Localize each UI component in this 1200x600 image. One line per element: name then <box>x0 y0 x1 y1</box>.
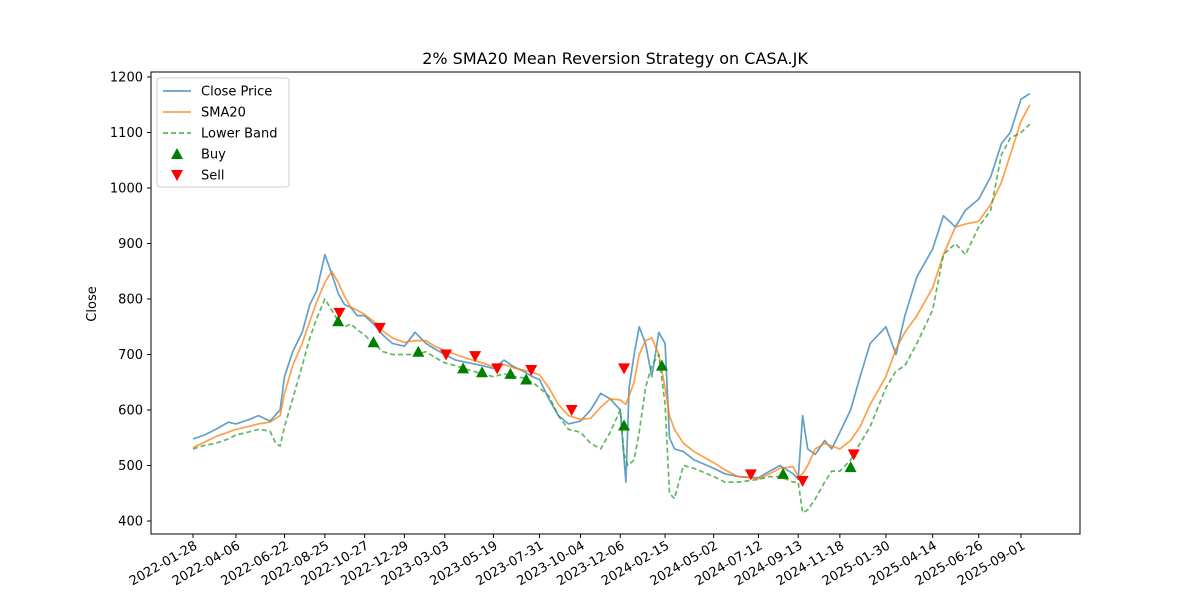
series-line-sma <box>192 104 1031 480</box>
y-tick-label: 1100 <box>110 126 143 141</box>
sell-marker <box>618 363 631 375</box>
y-axis-label: Close <box>85 286 100 321</box>
legend-marker-buy <box>171 148 183 159</box>
plot-frame <box>150 71 1081 535</box>
buy-marker <box>655 359 668 371</box>
sell-marker <box>469 351 482 363</box>
y-tick-label: 700 <box>118 348 143 363</box>
series-line-lower <box>192 123 1031 514</box>
sell-marker <box>373 322 386 334</box>
sell-marker <box>565 405 578 416</box>
plot-area <box>192 92 1031 514</box>
sell-marker <box>847 449 860 461</box>
y-tick-label: 1200 <box>110 71 143 86</box>
sell-marker <box>525 365 538 377</box>
buy-marker <box>844 461 857 473</box>
y-tick-label: 1000 <box>110 182 143 197</box>
plot-series-group <box>192 92 1031 514</box>
legend-label-close: Close Price <box>201 85 272 100</box>
buy-marker <box>367 336 380 348</box>
legend-box <box>156 77 290 188</box>
legend-label-sma: SMA20 <box>201 106 246 121</box>
buy-marker <box>618 419 631 431</box>
buy-marker <box>476 366 489 378</box>
legend-label-sell: Sell <box>201 169 224 184</box>
buy-marker <box>777 467 790 479</box>
y-tick-label: 400 <box>118 515 143 530</box>
buy-marker <box>520 373 533 385</box>
chart-title: 2% SMA20 Mean Reversion Strategy on CASA… <box>422 49 808 68</box>
buy-marker <box>412 345 425 357</box>
legend-label-lower: Lower Band <box>201 127 277 142</box>
sell-marker <box>796 476 809 488</box>
legend-label-buy: Buy <box>201 148 226 163</box>
y-tick-label: 900 <box>118 237 143 252</box>
sell-marker <box>440 349 453 361</box>
sell-marker <box>333 307 346 319</box>
legend-marker-sell <box>171 170 183 181</box>
legend: Close Price SMA20 Lower Band Buy Sell <box>156 77 290 188</box>
buy-marker <box>332 315 345 327</box>
y-tick-label: 500 <box>118 459 143 474</box>
sell-marker <box>491 363 504 375</box>
buy-marker <box>504 367 517 379</box>
series-line-close <box>192 92 1031 483</box>
y-tick-label: 800 <box>118 293 143 308</box>
sell-marker <box>744 469 757 481</box>
buy-marker <box>457 362 470 374</box>
y-tick-label: 600 <box>118 404 143 419</box>
